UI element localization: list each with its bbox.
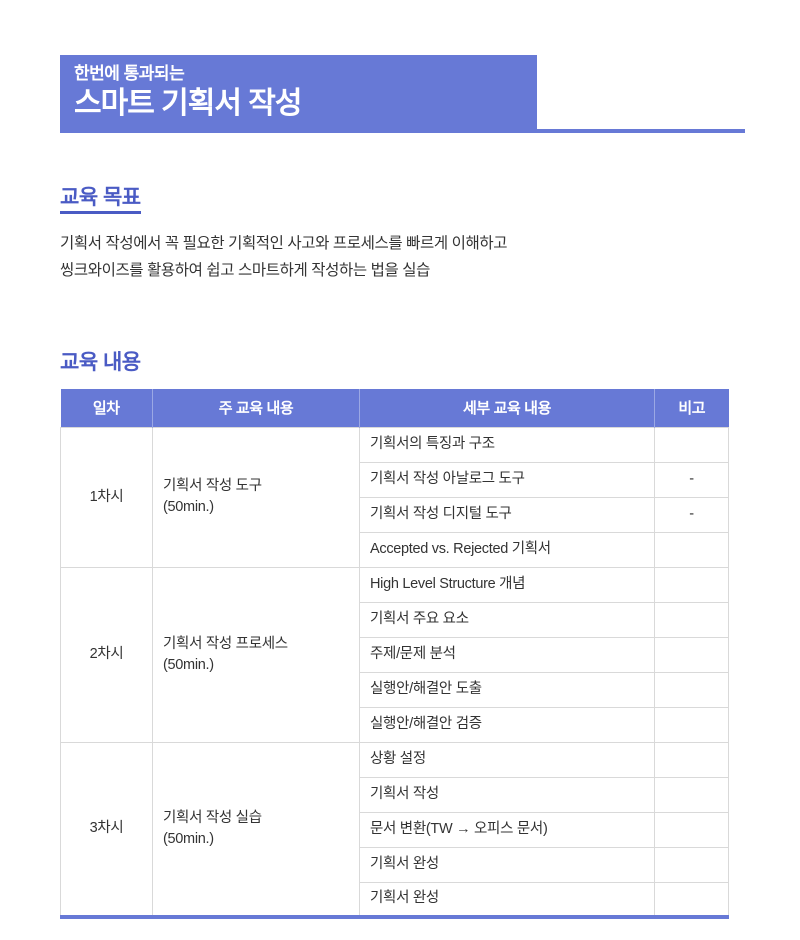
page-title: 스마트 기획서 작성	[74, 86, 302, 120]
main-content-duration: (50min.)	[163, 499, 214, 516]
cell-note	[654, 531, 729, 568]
cell-detail-content: 실행안/해결안 검증	[359, 706, 655, 743]
table-row: 기획서 완성	[61, 881, 729, 918]
cell-note: -	[654, 461, 729, 498]
cell-session-label: 2차시	[60, 566, 153, 743]
cell-detail-content: 기획서 작성 아날로그 도구	[359, 461, 655, 498]
cell-main-content: 기획서 작성 실습 (50min.)	[152, 741, 360, 918]
main-content-duration: (50min.)	[163, 656, 214, 673]
cell-note	[654, 566, 729, 603]
table-row: 주제/문제 분석	[61, 636, 729, 673]
main-content-title: 기획서 작성 도구	[163, 478, 262, 495]
cell-detail-content: 주제/문제 분석	[359, 636, 655, 673]
table-row: 3차시 기획서 작성 실습 (50min.) 상황 설정	[60, 741, 729, 918]
goal-section-body: 기획서 작성에서 꼭 필요한 기획적인 사고와 프로세스를 빠르게 이해하고 씽…	[60, 230, 745, 284]
cell-session-label: 3차시	[60, 741, 153, 918]
table-row: Accepted vs. Rejected 기획서	[61, 531, 729, 568]
table-row: 실행안/해결안 검증	[61, 706, 729, 743]
cell-detail-content: 기획서 작성	[359, 776, 655, 813]
cell-note: -	[654, 496, 729, 533]
cell-note	[654, 776, 729, 813]
table-row: 기획서 작성 디지털 도구 -	[61, 496, 729, 533]
cell-note	[654, 706, 729, 743]
table-row: 기획서 작성	[61, 776, 729, 813]
table-row: 1차시 기획서 작성 도구 (50min.) 기획서의 특징과 구조	[60, 426, 729, 568]
goal-section: 교육 목표 기획서 작성에서 꼭 필요한 기획적인 사고와 프로세스를 빠르게 …	[60, 185, 745, 284]
main-content-duration: (50min.)	[163, 830, 214, 847]
cell-detail-content: 실행안/해결안 도출	[359, 671, 655, 708]
column-header-session: 일차	[60, 389, 153, 428]
cell-detail-content: 기획서 완성	[359, 881, 655, 918]
cell-detail-content: 기획서 주요 요소	[359, 601, 655, 638]
cell-main-content: 기획서 작성 도구 (50min.)	[152, 426, 360, 568]
cell-detail-content: 상황 설정	[359, 741, 655, 778]
cell-note	[654, 671, 729, 708]
cell-note	[654, 426, 729, 463]
cell-detail-content: High Level Structure 개념	[359, 566, 655, 603]
cell-note	[654, 741, 729, 778]
header-divider-rule	[537, 129, 745, 133]
table-header-row: 일차 주 교육 내용 세부 교육 내용 비고	[60, 389, 729, 428]
main-content-title: 기획서 작성 실습	[163, 809, 262, 826]
curriculum-table-head: 일차 주 교육 내용 세부 교육 내용 비고	[60, 389, 729, 428]
curriculum-table-body: 1차시 기획서 작성 도구 (50min.) 기획서의 특징과 구조 기획서 작성 아날…	[60, 426, 729, 918]
cell-main-content: 기획서 작성 프로세스 (50min.)	[152, 566, 360, 743]
goal-text-line-2: 씽크와이즈를 활용하여 쉽고 스마트하게 작성하는 법을 실습	[60, 262, 430, 280]
main-content-title: 기획서 작성 프로세스	[163, 635, 288, 652]
goal-text-line-1: 기획서 작성에서 꼭 필요한 기획적인 사고와 프로세스를 빠르게 이해하고	[60, 235, 508, 253]
table-row: 실행안/해결안 도출	[61, 671, 729, 708]
table-row: 기획서 완성	[61, 846, 729, 883]
cell-note	[654, 601, 729, 638]
header-banner-block: 한번에 통과되는 스마트 기획서 작성	[60, 55, 537, 133]
header-subtitle: 한번에 통과되는	[74, 64, 185, 83]
cell-detail-content: 문서 변환(TW → 오피스 문서)	[359, 811, 655, 848]
cell-detail-content: Accepted vs. Rejected 기획서	[359, 531, 655, 568]
cell-note	[654, 846, 729, 883]
table-row: 기획서 작성 아날로그 도구 -	[61, 461, 729, 498]
cell-detail-content: 기획서 작성 디지털 도구	[359, 496, 655, 533]
content-section-heading: 교육 내용	[60, 351, 141, 374]
content-section: 교육 내용 일차 주 교육 내용 세부 교육 내용 비고 1차시 기획서 작성 도…	[60, 350, 745, 920]
curriculum-table: 일차 주 교육 내용 세부 교육 내용 비고 1차시 기획서 작성 도구 (50mi…	[60, 389, 729, 920]
table-row: 2차시 기획서 작성 프로세스 (50min.) High Level Structu…	[60, 566, 729, 743]
cell-note	[654, 881, 729, 918]
cell-session-label: 1차시	[60, 426, 153, 568]
column-header-detail-content: 세부 교육 내용	[359, 389, 655, 428]
page-header: 한번에 통과되는 스마트 기획서 작성	[60, 55, 745, 137]
goal-section-heading: 교육 목표	[60, 185, 141, 215]
cell-note	[654, 636, 729, 673]
column-header-note: 비고	[654, 389, 729, 428]
table-row: 기획서 주요 요소	[61, 601, 729, 638]
column-header-main-content: 주 교육 내용	[152, 389, 360, 428]
cell-note	[654, 811, 729, 848]
cell-detail-content: 기획서 완성	[359, 846, 655, 883]
cell-detail-content: 기획서의 특징과 구조	[359, 426, 655, 463]
